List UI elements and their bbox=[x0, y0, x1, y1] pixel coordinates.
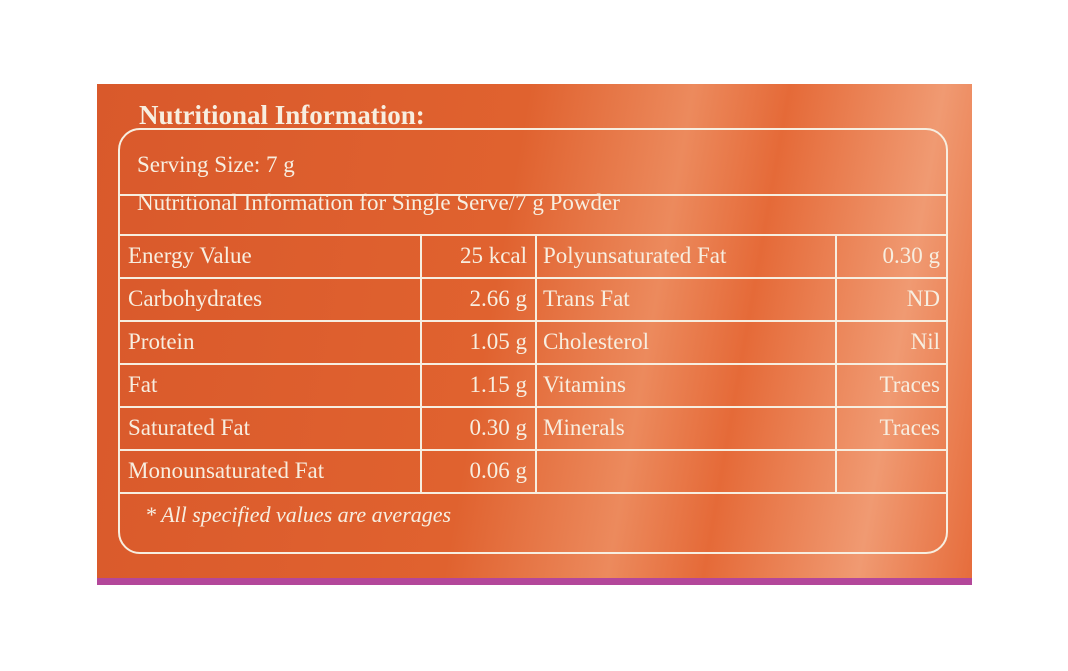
cell-value: 0.06 g bbox=[469, 458, 528, 483]
footnote: * All specified values are averages bbox=[145, 502, 452, 527]
cell-value: 1.15 g bbox=[469, 372, 528, 397]
row-divider bbox=[120, 363, 946, 365]
cell-label: Energy Value bbox=[128, 243, 252, 268]
title: Nutritional Information: bbox=[139, 100, 425, 130]
cell-value: Traces bbox=[879, 415, 940, 440]
label-panel: Nutritional Information: Energy Value 25 … bbox=[97, 84, 972, 585]
cell-label: Trans Fat bbox=[543, 286, 630, 311]
cell-value: Nil bbox=[910, 329, 940, 354]
empty-cell bbox=[835, 449, 948, 492]
row-divider bbox=[120, 320, 946, 322]
empty-cell bbox=[535, 449, 835, 492]
cell-label: Monounsaturated Fat bbox=[128, 458, 325, 483]
cell-label: Fat bbox=[128, 372, 158, 397]
row-divider bbox=[120, 277, 946, 279]
column-divider bbox=[835, 234, 837, 492]
purple-strip bbox=[97, 578, 972, 585]
cell-value: ND bbox=[906, 286, 940, 311]
row-divider bbox=[120, 406, 946, 408]
subheading: Nutritional Information for Single Serve… bbox=[137, 190, 620, 215]
cell-value: 0.30 g bbox=[882, 243, 941, 268]
cell-label: Cholesterol bbox=[543, 329, 650, 354]
column-divider bbox=[535, 234, 537, 492]
row-divider bbox=[120, 449, 946, 451]
row-divider bbox=[120, 492, 946, 494]
serving-size: Serving Size: 7 g bbox=[137, 152, 295, 177]
table-box: Energy Value 25 kcal Polyunsaturated Fat 0.… bbox=[118, 128, 948, 554]
cell-value: 0.30 g bbox=[469, 415, 528, 440]
cell-label: Vitamins bbox=[543, 372, 626, 397]
cell-label: Carbohydrates bbox=[128, 286, 263, 311]
cell-label: Polyunsaturated Fat bbox=[543, 243, 727, 268]
cell-label: Saturated Fat bbox=[128, 415, 250, 440]
divider bbox=[120, 234, 946, 236]
cell-value: 2.66 g bbox=[469, 286, 528, 311]
divider bbox=[120, 194, 946, 196]
cell-value: Traces bbox=[879, 372, 940, 397]
column-divider bbox=[420, 234, 422, 492]
cell-label: Protein bbox=[128, 329, 195, 354]
cell-label: Minerals bbox=[543, 415, 625, 440]
cell-value: 25 kcal bbox=[459, 243, 527, 268]
cell-value: 1.05 g bbox=[469, 329, 528, 354]
